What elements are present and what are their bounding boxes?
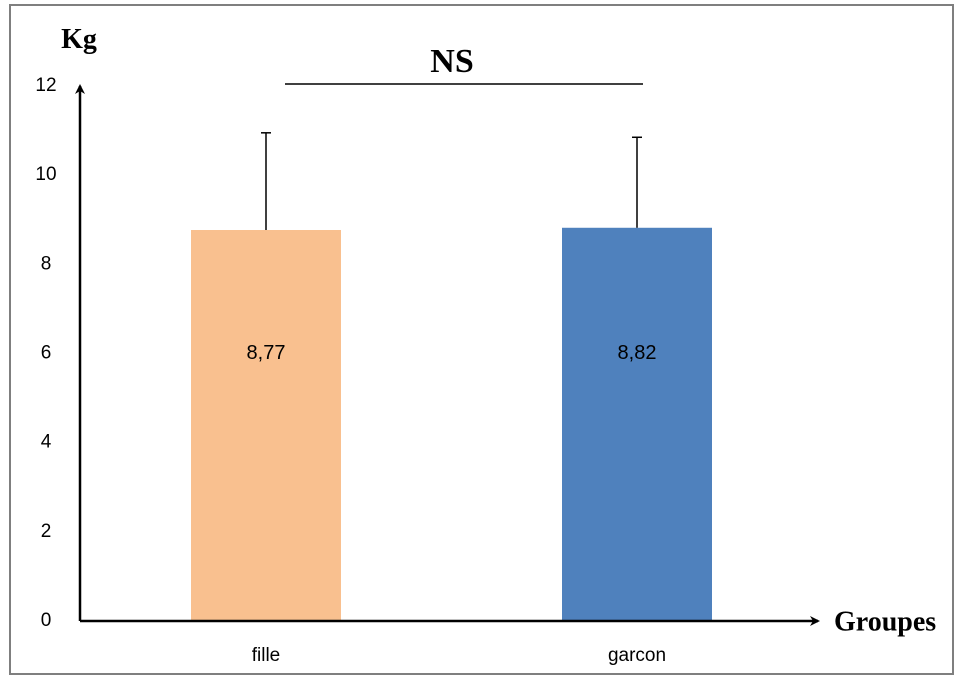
y-tick-label: 2: [41, 521, 52, 542]
y-tick-label: 10: [35, 164, 56, 185]
significance-label: NS: [430, 43, 473, 80]
y-tick-label: 8: [41, 253, 52, 274]
bar-garcon: [562, 227, 712, 621]
y-tick-label: 0: [41, 610, 52, 631]
bar-fille: [191, 230, 341, 622]
y-tick-label: 4: [41, 432, 52, 453]
data-label-fille: 8,77: [247, 342, 286, 364]
y-tick-label: 12: [35, 75, 56, 96]
x-tick-label-fille: fille: [252, 645, 281, 666]
y-axis-title: Kg: [61, 24, 97, 55]
data-label-garcon: 8,82: [618, 342, 657, 364]
x-tick-label-garcon: garcon: [608, 645, 666, 666]
y-tick-label: 6: [41, 343, 52, 364]
x-axis-title: Groupes: [834, 606, 936, 637]
chart-frame: [9, 4, 954, 675]
